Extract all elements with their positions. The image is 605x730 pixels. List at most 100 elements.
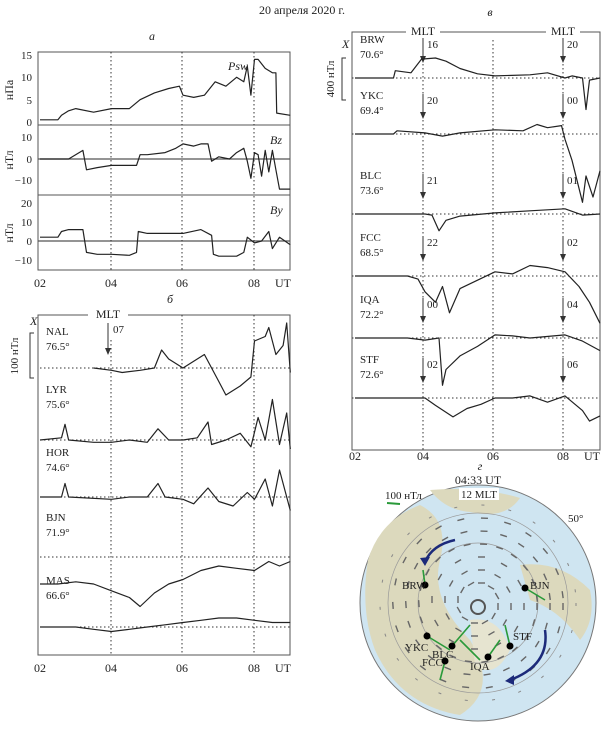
polar-map	[359, 484, 597, 722]
station-vector	[524, 587, 546, 601]
trace-stf	[355, 395, 601, 422]
mlt-value: 07	[113, 324, 125, 336]
latitude-circle	[387, 512, 569, 694]
station-dot	[423, 632, 431, 640]
station-vector	[426, 635, 451, 651]
component-label: X	[29, 314, 38, 328]
vector	[437, 573, 443, 581]
x-tick: 04	[105, 276, 117, 290]
station-lat: 66.6°	[46, 590, 70, 602]
by-label: By	[270, 203, 283, 217]
vector	[491, 699, 496, 701]
vector	[504, 521, 512, 525]
convection-arrow	[509, 629, 547, 682]
arrow-head-icon	[420, 112, 426, 119]
vector	[435, 525, 442, 530]
vector	[381, 579, 384, 583]
arrow-head-icon	[560, 316, 566, 323]
arrow-head-icon	[560, 56, 566, 63]
vector	[534, 640, 540, 648]
vector	[505, 586, 511, 593]
vector	[457, 518, 465, 522]
station-vector	[504, 624, 511, 647]
station-code: YKC	[360, 90, 383, 102]
vector	[435, 556, 441, 563]
vector	[448, 638, 456, 644]
map-station: BRW	[402, 580, 427, 592]
station-dot	[448, 642, 456, 650]
station-dot	[506, 642, 514, 650]
vector	[491, 612, 496, 620]
x-tick: 04	[105, 661, 117, 675]
arrow-head-icon	[560, 376, 566, 383]
station-lat: 74.6°	[46, 462, 70, 474]
arrow-head-icon	[420, 254, 426, 261]
station-dot	[441, 657, 449, 665]
vector	[445, 613, 451, 620]
mlt-value: 16	[427, 39, 439, 51]
station-code: FCC	[360, 232, 381, 244]
vector	[404, 646, 410, 654]
arrow-head-icon	[560, 254, 566, 261]
vector	[438, 692, 442, 695]
vector	[407, 620, 411, 628]
bz-tick: 10	[21, 132, 33, 144]
arrow-head-icon	[105, 348, 111, 355]
psw-tick: 15	[21, 50, 33, 62]
trace-mas	[40, 617, 291, 633]
panel-label-a: а	[149, 29, 155, 43]
x-tick: 08	[248, 661, 260, 675]
vector	[461, 616, 469, 621]
vector	[467, 581, 475, 587]
vector	[413, 562, 419, 570]
vector	[541, 675, 544, 679]
trace-fcc	[355, 264, 601, 324]
vector	[454, 506, 458, 509]
vector	[449, 654, 457, 659]
vector	[555, 568, 560, 576]
x-tick: 02	[349, 449, 361, 463]
map-scale-vector	[386, 502, 401, 505]
station-lat: 75.6°	[46, 399, 70, 411]
map-station: IQA	[470, 661, 490, 673]
component-label: X	[341, 37, 350, 51]
trace-blc	[355, 208, 601, 232]
scale-label: 400 нТл	[325, 60, 337, 97]
vector	[517, 579, 522, 587]
vector	[481, 619, 489, 625]
panel-v-station-labels: BRW 70.6° 16 20 YKC 69.4° 20 00 BLC 73.6° 21 01 FCC 6…	[360, 34, 579, 383]
vector-field	[379, 504, 577, 701]
trace-nal	[93, 322, 291, 396]
x-tick: 06	[487, 449, 499, 463]
map-station: FCC	[422, 657, 443, 669]
vector	[511, 646, 518, 653]
x-tick: 06	[176, 661, 188, 675]
vector	[419, 665, 427, 671]
vector	[502, 619, 508, 626]
vector	[395, 625, 399, 633]
vector	[567, 562, 570, 567]
mlt-value: 20	[567, 39, 579, 51]
bz-tick: 0	[27, 154, 33, 166]
station-lat: 72.6°	[360, 369, 384, 381]
mlt-label: MLT	[96, 307, 121, 321]
scale-bracket	[341, 57, 346, 101]
map-station: STF	[513, 631, 532, 643]
by-tick: −10	[15, 255, 33, 267]
station-dot	[421, 581, 429, 589]
station-code: BLC	[360, 170, 381, 182]
panel-label-g: г	[478, 459, 483, 473]
vector	[552, 539, 556, 543]
vector	[487, 585, 495, 590]
trace-ykc	[355, 123, 601, 203]
station-code: BRW	[360, 34, 385, 46]
vector	[428, 516, 432, 519]
x-tick: 02	[34, 661, 46, 675]
vector	[548, 592, 551, 601]
vector	[384, 633, 387, 637]
vector	[455, 627, 462, 633]
vector	[532, 556, 539, 563]
station-lat: 72.2°	[360, 309, 384, 321]
map-lat-label: 50°	[568, 513, 583, 525]
mlt-label-bg	[88, 308, 128, 320]
